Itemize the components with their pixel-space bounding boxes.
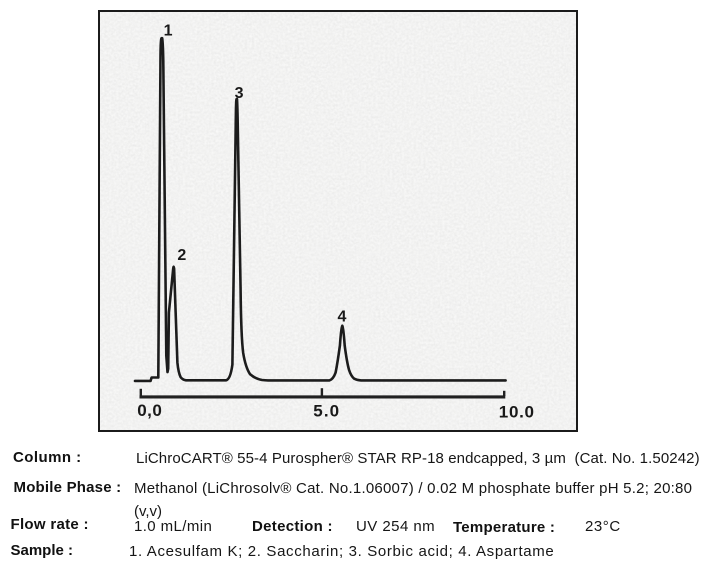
svg-text:10.0: 10.0: [499, 402, 535, 421]
svg-text:5.0: 5.0: [313, 401, 340, 420]
svg-text:4: 4: [338, 309, 347, 326]
svg-text:2: 2: [177, 247, 186, 264]
svg-text:0,0: 0,0: [137, 401, 162, 420]
svg-text:3: 3: [235, 85, 244, 102]
svg-text:1: 1: [164, 22, 173, 39]
